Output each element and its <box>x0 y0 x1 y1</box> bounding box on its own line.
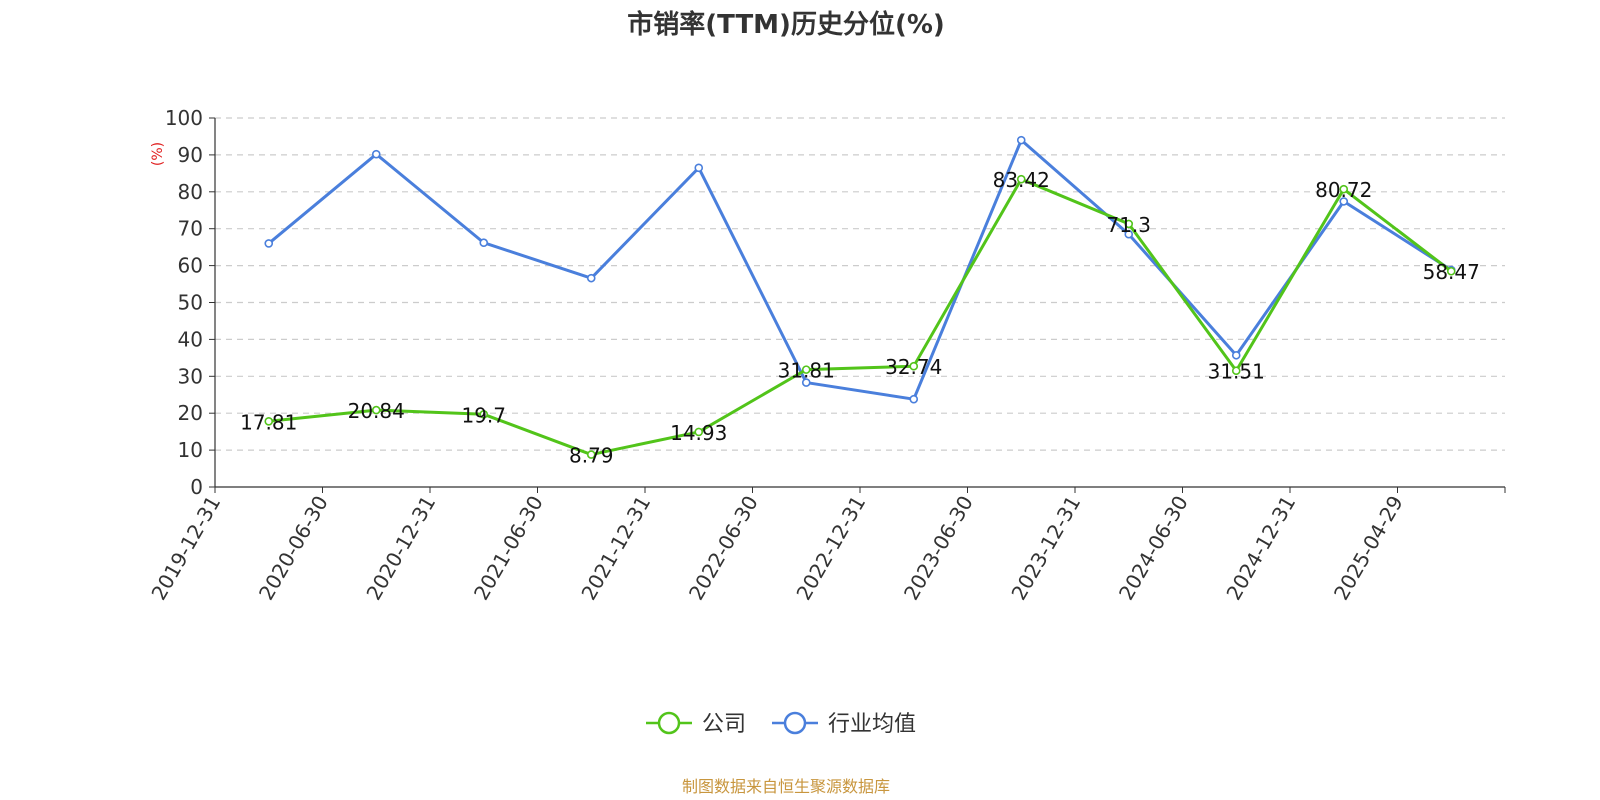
data-point[interactable] <box>694 163 704 173</box>
source-note: 制图数据来自恒生聚源数据库 <box>682 777 890 796</box>
y-tick-label: 80 <box>178 180 203 204</box>
y-tick-label: 50 <box>178 291 203 315</box>
data-point[interactable] <box>1339 184 1349 194</box>
data-point[interactable] <box>1124 219 1134 229</box>
data-label: 58.47 <box>1423 260 1480 284</box>
y-tick-label: 30 <box>178 364 203 388</box>
x-tick-label: 2023-12-31 <box>1006 492 1085 605</box>
data-point[interactable] <box>1016 174 1026 184</box>
x-tick-label: 2023-06-30 <box>899 492 978 605</box>
y-tick-label: 20 <box>178 401 203 425</box>
x-tick-label: 2021-06-30 <box>469 492 548 605</box>
y-tick-label: 90 <box>178 143 203 167</box>
legend-swatch-marker <box>657 711 681 735</box>
data-labels: 17.81 20.84 19.7 8.79 14.93 31.81 32.74 83.42 71… <box>240 168 1480 467</box>
data-label: 20.84 <box>348 399 405 423</box>
data-point[interactable] <box>1231 350 1241 360</box>
data-point[interactable] <box>479 238 489 248</box>
data-label: 19.7 <box>461 403 506 427</box>
x-tick-label: 2021-12-31 <box>576 492 655 605</box>
legend[interactable]: 公司 行业均值 <box>646 711 916 737</box>
x-tick-label: 2022-12-31 <box>791 492 870 605</box>
legend-item[interactable]: 公司 <box>646 711 746 737</box>
x-tick-label: 2019-12-31 <box>146 492 225 605</box>
series-layer <box>264 135 1456 459</box>
data-point[interactable] <box>801 365 811 374</box>
y-tick-label: 70 <box>178 217 203 241</box>
chart-title: 市销率(TTM)历史分位(%) <box>627 9 945 40</box>
x-tick-label: 2020-12-31 <box>361 492 440 605</box>
data-point[interactable] <box>479 410 489 419</box>
data-label: 8.79 <box>569 444 614 468</box>
data-point[interactable] <box>586 450 596 459</box>
legend-swatch-marker <box>783 711 807 735</box>
data-point[interactable] <box>909 361 919 371</box>
data-point[interactable] <box>1231 366 1241 376</box>
legend-label: 行业均值 <box>828 712 916 737</box>
y-tick-label: 100 <box>165 106 203 130</box>
x-tick-label: 2020-06-30 <box>254 492 333 605</box>
y-axis-label: (%) <box>150 142 166 166</box>
data-point[interactable] <box>801 378 811 387</box>
legend-label: 公司 <box>702 712 746 737</box>
legend-item[interactable]: 行业均值 <box>772 711 916 737</box>
data-label: 71.3 <box>1106 213 1151 237</box>
x-tick-label: 2022-06-30 <box>684 492 763 605</box>
data-point[interactable] <box>1339 197 1349 206</box>
y-tick-label: 0 <box>190 475 203 499</box>
data-label: 17.81 <box>240 410 297 434</box>
data-label: 83.42 <box>993 168 1050 192</box>
x-tick-label: 2024-06-30 <box>1114 492 1193 605</box>
data-label: 31.81 <box>778 359 835 383</box>
y-tick-label: 40 <box>178 327 203 351</box>
data-label: 14.93 <box>670 421 727 445</box>
x-tick-label: 2025-04-29 <box>1329 492 1408 605</box>
grid-lines <box>215 117 1505 451</box>
data-point[interactable] <box>1124 229 1134 239</box>
y-axis-ticks: 0 10 20 30 40 50 60 70 80 90 100 <box>165 106 215 499</box>
data-label: 31.51 <box>1208 360 1265 384</box>
x-axis-ticks: 2019-12-31 2020-06-30 2020-12-31 2021-06-30… <box>146 487 1506 605</box>
x-tick-label: 2024-12-31 <box>1221 492 1300 605</box>
data-point[interactable] <box>264 239 274 248</box>
data-point[interactable] <box>371 405 381 415</box>
data-point[interactable] <box>586 273 596 283</box>
data-label: 80.72 <box>1315 178 1372 202</box>
series-line <box>267 138 1453 401</box>
series-line <box>268 177 1453 457</box>
data-point[interactable] <box>264 416 274 426</box>
data-point[interactable] <box>371 149 381 159</box>
data-point[interactable] <box>1446 266 1456 276</box>
y-tick-label: 10 <box>178 438 203 462</box>
data-point[interactable] <box>909 394 919 404</box>
data-label: 32.74 <box>885 355 942 379</box>
axes <box>214 118 1505 488</box>
data-point[interactable] <box>694 427 704 437</box>
data-point[interactable] <box>1016 135 1026 145</box>
y-tick-label: 60 <box>178 254 203 278</box>
